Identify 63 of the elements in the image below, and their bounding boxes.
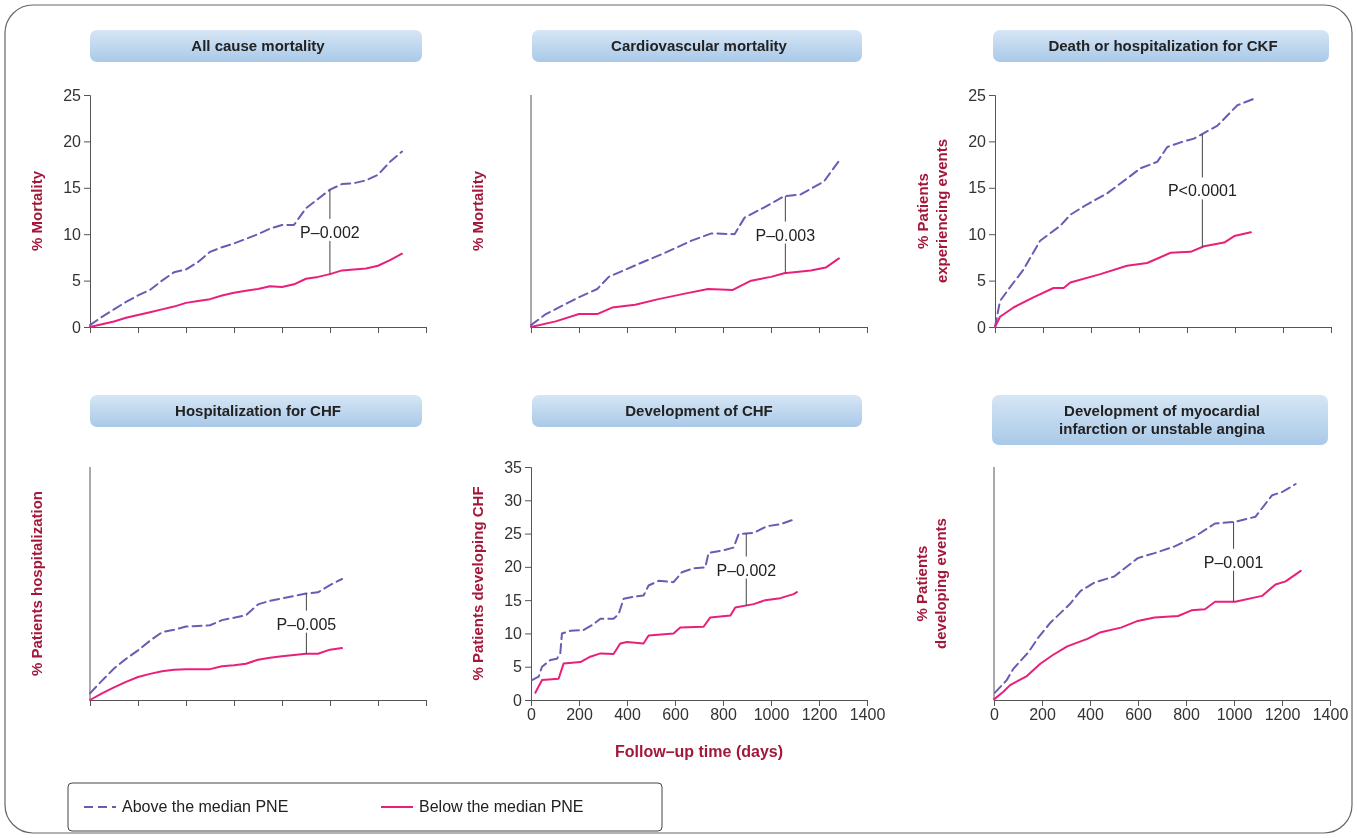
y-tick-label: 0	[72, 318, 82, 336]
y-axis-title: % Patients experiencing events	[914, 138, 950, 284]
y-tick-label: 5	[513, 658, 523, 676]
x-tick-label: 1200	[801, 706, 838, 724]
chart-title: Hospitalization for CHF	[175, 402, 341, 419]
legend-label: Below the median PNE	[419, 798, 584, 815]
y-tick-label: 30	[504, 491, 523, 509]
chart-title: Development of CHF	[625, 402, 773, 419]
x-tick-label: 1000	[753, 706, 790, 724]
y-tick-label: 5	[72, 272, 82, 290]
y-tick-label: 25	[504, 525, 523, 543]
x-tick-label: 200	[1029, 706, 1056, 724]
x-tick-label: 0	[990, 706, 1000, 724]
y-tick-label: 10	[63, 225, 82, 243]
x-tick-label: 0	[527, 706, 537, 724]
line-series	[994, 231, 1252, 328]
x-tick-label: 1200	[1264, 706, 1301, 724]
y-tick-label: 25	[968, 86, 987, 104]
y-tick-label: 20	[504, 558, 523, 576]
line-series	[89, 252, 403, 328]
y-tick-label: 0	[977, 318, 987, 336]
y-axis-title: % Mortality	[28, 170, 45, 252]
x-tick-label: 1000	[1216, 706, 1253, 724]
annotation: P–0.005	[276, 615, 337, 633]
y-axis-title: % Mortality	[469, 170, 486, 252]
chart-title: Development of myocardial infarction or unstable angina	[1059, 402, 1266, 437]
x-tick-label: 1400	[1312, 706, 1349, 724]
x-tick-label: 600	[662, 706, 689, 724]
line-series	[530, 518, 795, 682]
y-tick-label: 10	[968, 225, 987, 243]
y-tick-label: 35	[504, 458, 523, 476]
line-series	[89, 150, 403, 327]
legend-label: Above the median PNE	[122, 798, 289, 815]
x-tick-label: 200	[566, 706, 593, 724]
line-series	[994, 97, 1256, 328]
y-axis-title: % Patients developing CHF	[469, 486, 486, 681]
y-axis-title: % Patients developing events	[913, 518, 949, 649]
y-tick-label: 15	[63, 179, 82, 197]
y-tick-label: 15	[968, 179, 987, 197]
annotation: P–0.003	[755, 226, 816, 244]
annotation: P–0.002	[300, 223, 360, 241]
line-series	[534, 591, 798, 694]
y-axis-title: % Patients hospitalization	[28, 490, 45, 677]
y-tick-label: 5	[977, 272, 987, 290]
annotation: P<0.0001	[1167, 182, 1237, 200]
y-tick-label: 10	[504, 625, 523, 643]
y-tick-label: 15	[504, 591, 523, 609]
x-tick-label: 1400	[849, 706, 886, 724]
annotation: P–0.002	[716, 561, 777, 579]
chart-title: All cause mortality	[191, 37, 326, 54]
y-tick-label: 20	[968, 133, 987, 151]
x-tick-label: 600	[1125, 706, 1152, 724]
x-tick-label: 800	[710, 706, 737, 724]
chart-title: Death or hospitalization for CKF	[1048, 37, 1278, 54]
chart-title: Cardiovascular mortality	[611, 37, 788, 54]
y-tick-label: 20	[63, 133, 82, 151]
x-tick-label: 400	[1077, 706, 1104, 724]
x-axis-title: Follow–up time (days)	[614, 743, 784, 760]
x-tick-label: 800	[1173, 706, 1200, 724]
y-tick-label: 25	[63, 86, 82, 104]
annotation: P–0.001	[1203, 553, 1264, 571]
x-tick-label: 400	[614, 706, 641, 724]
y-tick-label: 0	[513, 691, 523, 709]
